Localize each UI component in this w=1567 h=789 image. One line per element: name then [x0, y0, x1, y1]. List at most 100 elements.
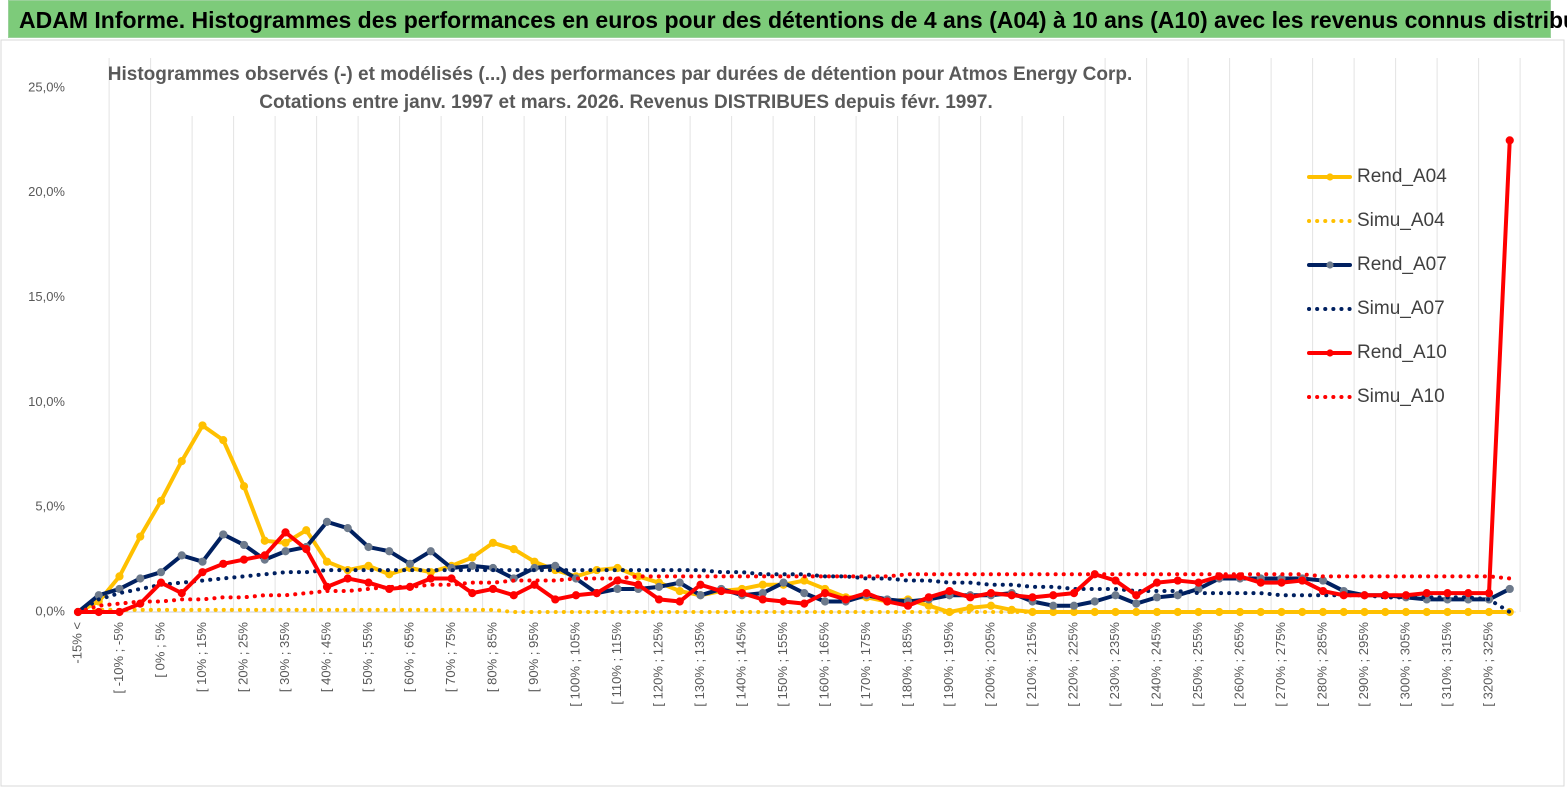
marker: [654, 582, 664, 591]
marker: [239, 555, 249, 564]
x-tick-label: [ 210% ; 215%: [1024, 622, 1039, 707]
legend-label: Rend_A04: [1357, 166, 1447, 187]
marker: [800, 599, 809, 608]
y-tick-label: 10,0%: [28, 394, 65, 409]
marker: [156, 578, 166, 587]
x-tick-label: [ 240% ; 245%: [1148, 622, 1163, 707]
legend-label: Rend_A10: [1357, 342, 1447, 363]
marker: [219, 559, 228, 568]
x-tick-label: [ 150% ; 155%: [775, 622, 790, 707]
x-tick-label: [ 0% ; 5%: [152, 622, 167, 678]
marker: [364, 561, 373, 570]
marker: [758, 595, 767, 604]
marker: [1132, 599, 1141, 608]
marker: [219, 436, 228, 445]
marker: [1381, 591, 1390, 600]
marker: [1464, 589, 1473, 598]
x-tick-label: [ 130% ; 135%: [692, 622, 707, 707]
legend-label: Simu_A07: [1357, 298, 1445, 319]
marker: [696, 591, 705, 600]
x-tick-label: [ 60% ; 65%: [401, 622, 416, 693]
marker: [260, 551, 269, 560]
marker: [551, 595, 560, 604]
chart-subtitle: Cotations entre janv. 1997 et mars. 2026…: [259, 92, 993, 113]
marker: [1111, 591, 1120, 600]
marker: [426, 547, 435, 556]
marker: [281, 547, 290, 556]
marker: [364, 542, 373, 552]
marker: [468, 553, 477, 562]
x-tick-label: [ 200% ; 205%: [982, 622, 997, 707]
x-tick-label: [ 110% ; 115%: [609, 622, 624, 705]
marker: [488, 584, 498, 594]
marker: [239, 540, 249, 550]
x-tick-label: [ 220% ; 225%: [1065, 622, 1080, 707]
marker: [945, 586, 954, 596]
marker: [322, 557, 332, 566]
observed-line: [76, 423, 1512, 614]
marker: [551, 561, 560, 570]
x-tick-label: [ 10% ; 15%: [194, 622, 209, 693]
marker: [136, 532, 145, 541]
observed-line: [76, 138, 1512, 614]
marker: [385, 547, 394, 556]
chart-frame: [0, 39, 1565, 787]
x-tick-label: [ 180% ; 185%: [899, 622, 914, 707]
legend-marker: [1326, 173, 1334, 181]
x-tick-label: [ -10% ; -5%: [111, 622, 126, 694]
marker: [322, 517, 332, 526]
marker: [986, 589, 996, 598]
marker: [592, 589, 601, 598]
marker: [115, 572, 124, 581]
y-tick-label: 15,0%: [28, 289, 65, 304]
marker: [198, 557, 207, 566]
marker: [260, 536, 269, 545]
legend-label: Simu_A10: [1357, 386, 1445, 407]
marker: [468, 589, 477, 598]
legend-label: Rend_A07: [1357, 254, 1447, 275]
marker: [1422, 589, 1431, 598]
x-tick-label: [ 90% ; 95%: [526, 622, 541, 693]
marker: [198, 568, 207, 577]
legend-label: Simu_A04: [1357, 210, 1445, 231]
marker: [364, 578, 373, 587]
observed-line: [76, 519, 1512, 614]
marker: [343, 524, 352, 533]
marker: [1007, 591, 1016, 600]
y-tick-label: 0,0%: [35, 603, 65, 618]
x-tick-label: -15% <: [69, 622, 84, 664]
x-tick-label: [ 170% ; 175%: [858, 622, 873, 707]
marker: [571, 591, 581, 600]
marker: [94, 607, 103, 617]
marker: [281, 528, 290, 537]
header-title: ADAM Informe. Histogrammes des performan…: [8, 0, 1567, 38]
marker: [1173, 576, 1182, 585]
marker: [634, 580, 643, 589]
x-tick-label: [ 80% ; 85%: [484, 622, 499, 693]
marker: [509, 591, 518, 600]
marker: [1194, 578, 1203, 587]
x-tick-label: [ 120% ; 125%: [650, 622, 665, 707]
x-tick-label: [ 40% ; 45%: [318, 622, 333, 693]
title-backdrop: [152, 58, 1104, 116]
x-tick-label: [ 300% ; 305%: [1397, 622, 1412, 707]
marker: [613, 584, 622, 594]
marker: [1443, 589, 1452, 598]
x-tick-label: [ 260% ; 265%: [1231, 622, 1246, 707]
marker: [1090, 597, 1099, 606]
marker: [737, 589, 747, 598]
x-tick-label: [ 190% ; 195%: [941, 622, 956, 707]
marker: [385, 570, 394, 579]
marker: [239, 482, 249, 491]
marker: [986, 601, 996, 610]
marker: [779, 578, 788, 587]
marker: [1069, 589, 1079, 598]
marker: [509, 545, 518, 554]
marker: [1152, 578, 1162, 587]
x-tick-label: [ 100% ; 105%: [567, 622, 582, 707]
x-tick-label: [ 30% ; 35%: [277, 622, 292, 693]
x-tick-label: [ 50% ; 55%: [360, 622, 375, 693]
marker: [1152, 593, 1162, 602]
